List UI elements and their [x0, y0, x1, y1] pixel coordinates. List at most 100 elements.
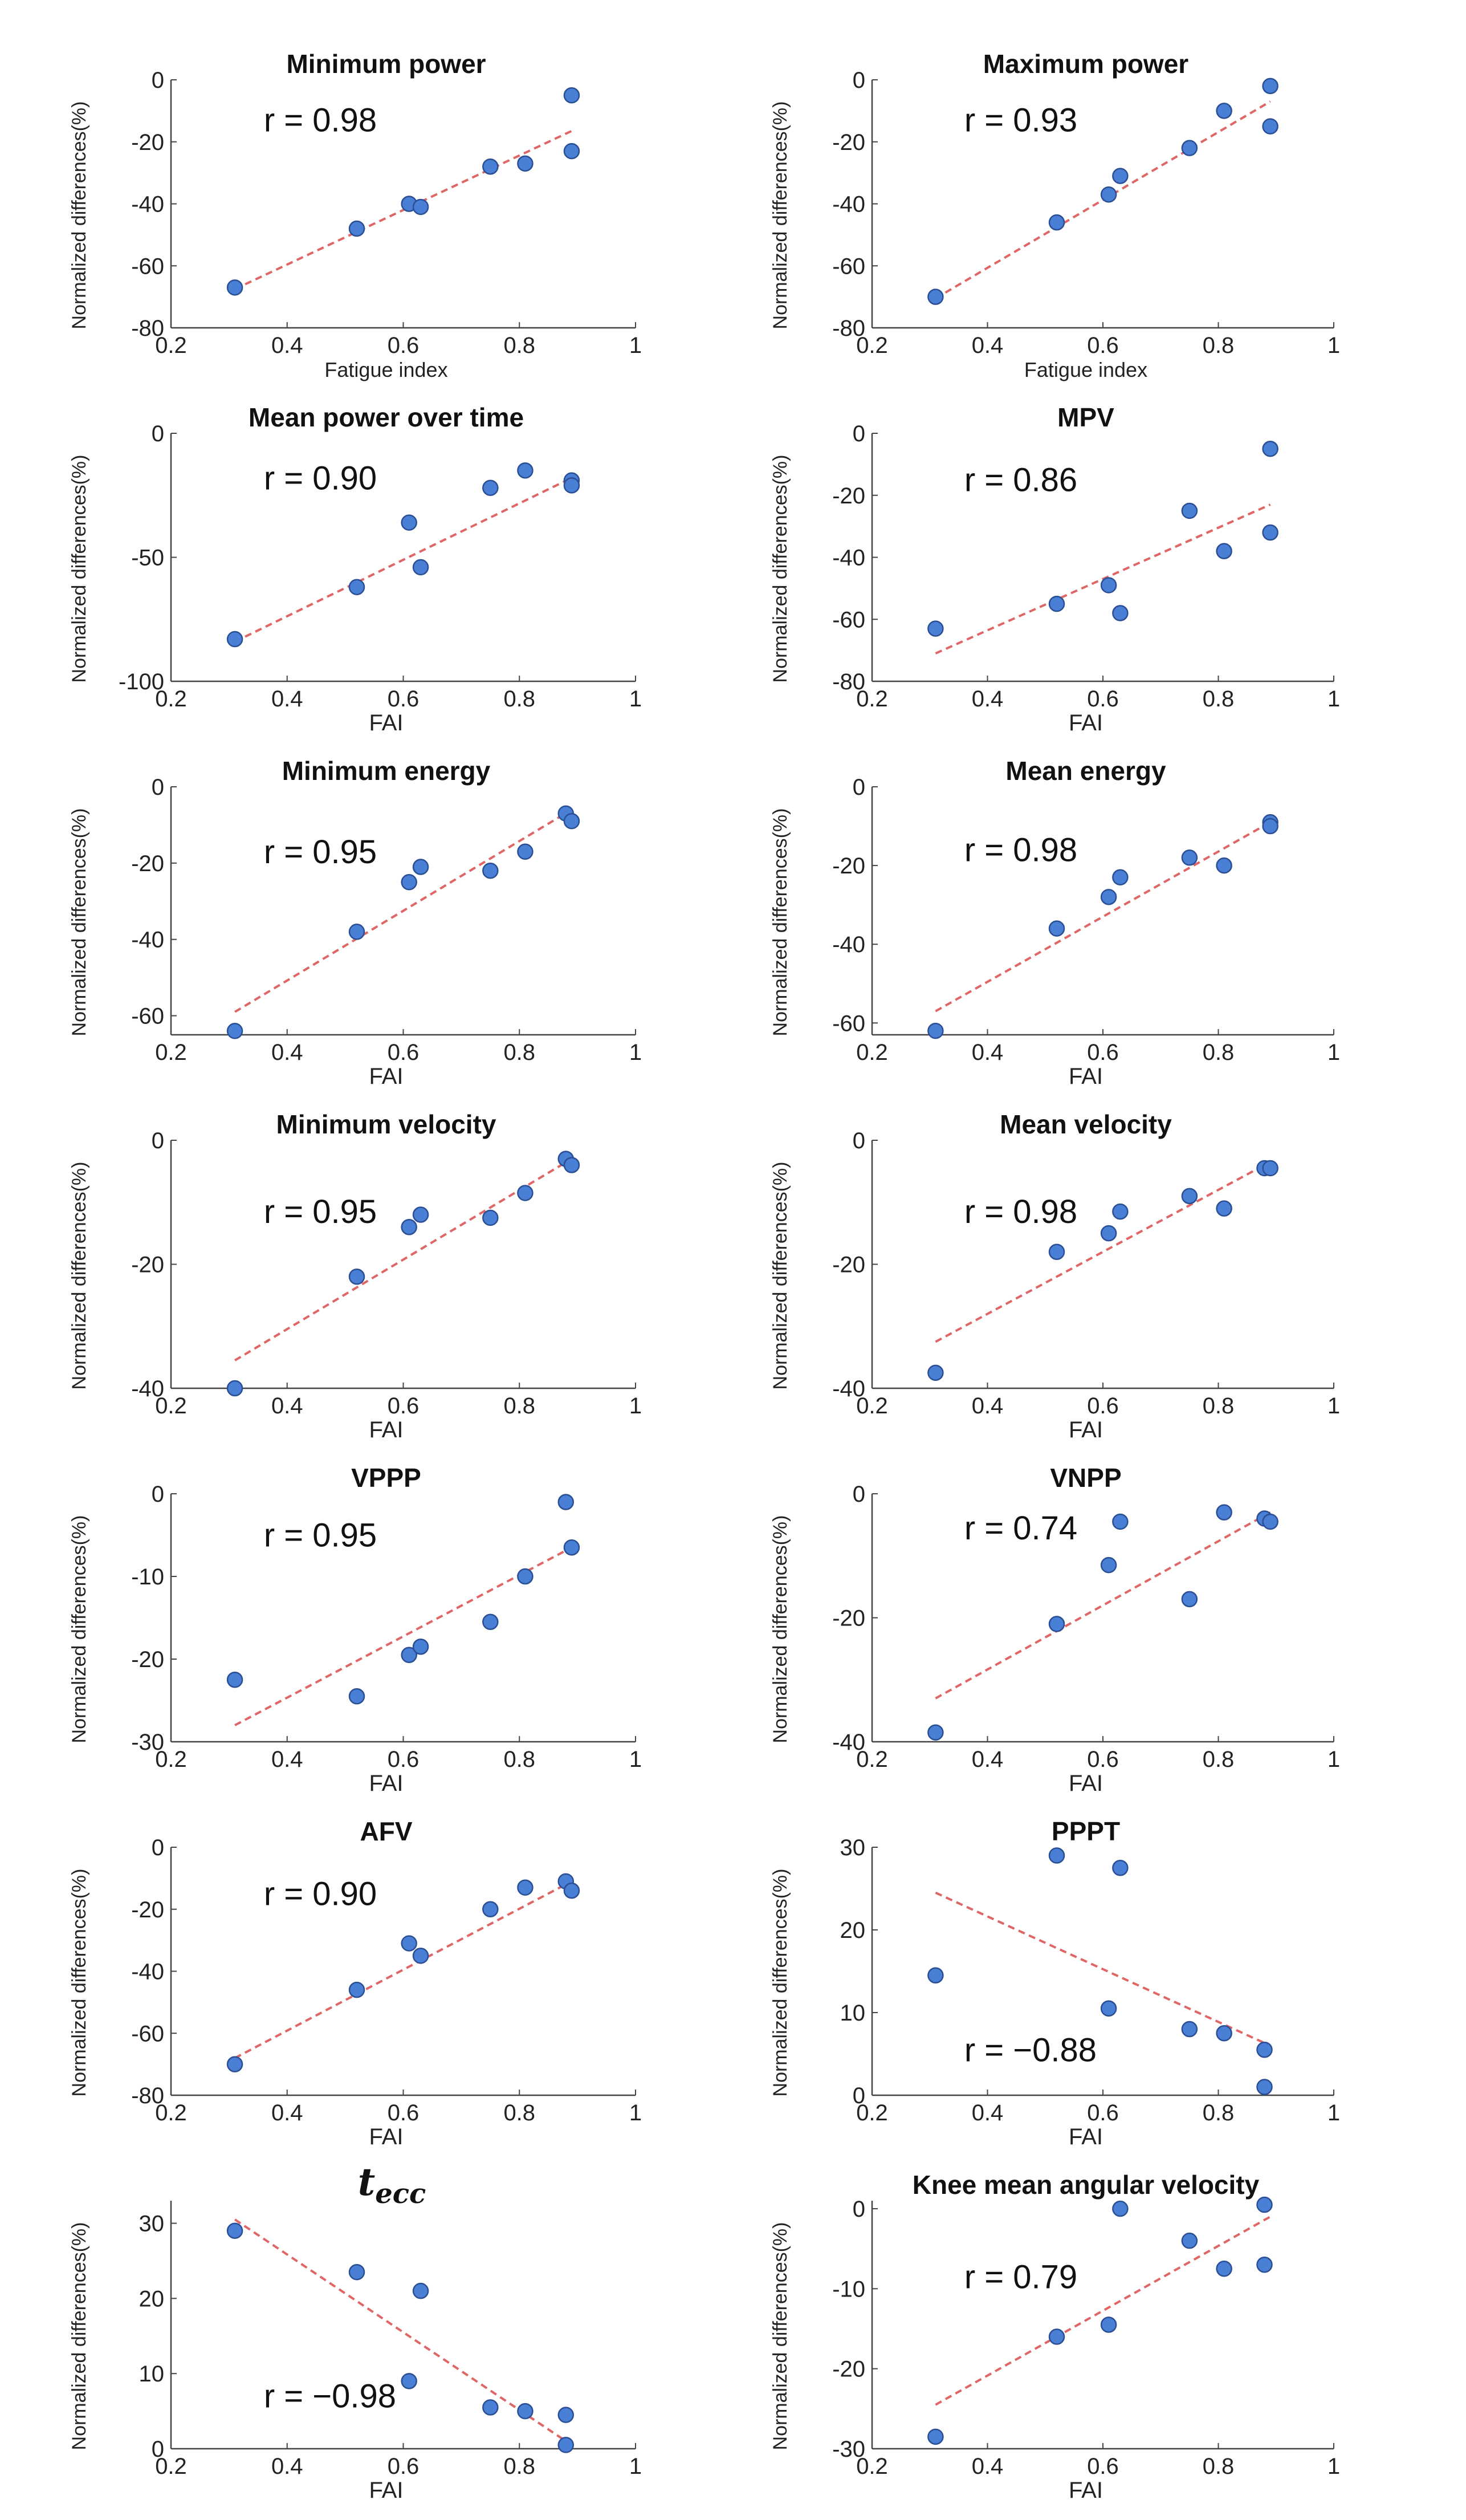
x-tick-label: 0.8	[1203, 2100, 1235, 2125]
data-point	[1100, 2000, 1117, 2017]
x-tick-label: 0.6	[388, 686, 420, 712]
x-tick-label: 0.2	[155, 686, 187, 712]
correlation-annotation: r = 0.95	[264, 1193, 377, 1230]
data-point	[1262, 78, 1278, 95]
chart-title: Minimum velocity	[276, 1109, 496, 1139]
chart-title: tecc	[358, 2160, 426, 2210]
x-tick-label: 0.2	[856, 1393, 888, 1418]
y-tick-label: 0	[152, 2437, 164, 2462]
x-tick-label: 1	[629, 2100, 642, 2125]
x-tick-label: 0.2	[155, 2454, 187, 2479]
data-point	[517, 2403, 534, 2420]
x-tick-label: 0.6	[388, 333, 420, 358]
chart-panel-7: 0.2 0.4 0.6 0.8 1 -40 -20 0 Normalized differenc…	[68, 1109, 642, 1442]
data-point	[1181, 2021, 1198, 2038]
data-point	[1262, 440, 1278, 457]
data-point	[1048, 1616, 1065, 1632]
y-tick-label: 0	[853, 2197, 865, 2222]
data-point	[401, 514, 417, 531]
data-point	[226, 2222, 243, 2239]
correlation-annotation: r = 0.95	[264, 1517, 377, 1554]
data-point	[1216, 2261, 1232, 2277]
y-tick-label: 0	[152, 1128, 164, 1153]
data-point	[517, 462, 534, 479]
x-tick-label: 0.6	[388, 2454, 420, 2479]
data-point	[563, 477, 580, 494]
x-tick-label: 0.4	[271, 2100, 303, 2125]
data-point	[348, 220, 365, 237]
y-tick-label: -60	[131, 2021, 164, 2046]
y-tick-label: 0	[853, 2083, 865, 2108]
regression-line	[935, 1891, 1271, 2047]
y-tick-label: -10	[131, 1564, 164, 1590]
data-point	[1181, 2232, 1198, 2249]
correlation-annotation: r = 0.90	[264, 460, 377, 497]
y-tick-label: 0	[853, 68, 865, 93]
x-axis-label: FAI	[1069, 1771, 1103, 1796]
x-tick-label: 0.4	[972, 686, 1004, 712]
data-point	[1100, 2316, 1117, 2333]
y-tick-label: -60	[832, 1011, 865, 1036]
data-point	[563, 143, 580, 160]
y-tick-label: 0	[152, 68, 164, 93]
x-tick-label: 1	[1327, 1747, 1340, 1772]
data-point	[563, 1882, 580, 1899]
data-point	[1181, 850, 1198, 866]
data-point	[1048, 214, 1065, 231]
y-axis-label: Normalized differences(%)	[769, 1515, 791, 1743]
data-point	[1262, 118, 1278, 135]
y-tick-label: -20	[832, 853, 865, 879]
y-tick-label: 0	[853, 1128, 865, 1153]
y-tick-label: -40	[832, 932, 865, 957]
data-point	[1048, 2328, 1065, 2345]
data-point	[412, 1639, 429, 1655]
correlation-annotation: r = 0.90	[264, 1876, 377, 1913]
data-point	[1048, 920, 1065, 937]
y-tick-label: 30	[840, 1835, 866, 1860]
data-point	[1256, 2257, 1273, 2273]
chart-title: MPV	[1057, 403, 1114, 432]
y-axis-label: Normalized differences(%)	[769, 2222, 791, 2450]
x-tick-label: 0.4	[972, 1393, 1004, 1418]
data-point	[226, 1023, 243, 1039]
correlation-annotation: r = 0.74	[964, 1510, 1077, 1547]
data-point	[1216, 857, 1232, 874]
x-tick-label: 1	[629, 333, 642, 358]
y-tick-label: -60	[832, 607, 865, 632]
data-point	[412, 1206, 429, 1223]
chart-title-main: t	[358, 2160, 376, 2204]
y-axis-label: Normalized differences(%)	[769, 455, 791, 683]
y-tick-label: -80	[832, 669, 865, 694]
data-point	[1100, 577, 1117, 594]
data-point	[1100, 1225, 1117, 1242]
y-axis-label: Normalized differences(%)	[68, 1515, 90, 1743]
data-point	[517, 843, 534, 860]
y-tick-label: 20	[139, 2286, 165, 2311]
data-point	[927, 2428, 944, 2445]
chart-title: Mean power over time	[249, 403, 524, 432]
y-tick-label: -40	[131, 928, 164, 953]
data-point	[482, 479, 499, 496]
x-tick-label: 0.4	[271, 686, 303, 712]
x-axis-label: FAI	[369, 1417, 403, 1442]
regression-line	[935, 1511, 1271, 1700]
x-tick-label: 1	[629, 2454, 642, 2479]
x-axis-label: FAI	[369, 1064, 403, 1089]
y-tick-label: -60	[832, 254, 865, 279]
data-point	[1112, 168, 1129, 184]
x-axis-label: FAI	[1069, 2478, 1103, 2503]
correlation-annotation: r = 0.86	[964, 462, 1077, 499]
data-point	[1100, 889, 1117, 905]
data-point	[226, 1672, 243, 1688]
data-point	[226, 279, 243, 296]
x-axis-label: FAI	[369, 1771, 403, 1796]
data-point	[557, 2407, 574, 2423]
x-tick-label: 0.2	[856, 2454, 888, 2479]
data-point	[927, 1364, 944, 1381]
x-axis-label: FAI	[369, 710, 403, 735]
chart-panel-3: 0.2 0.4 0.6 0.8 1 -100 -50 0 Normalized differen…	[68, 403, 642, 735]
x-tick-label: 0.4	[271, 1393, 303, 1418]
correlation-annotation: r = 0.93	[964, 102, 1077, 139]
